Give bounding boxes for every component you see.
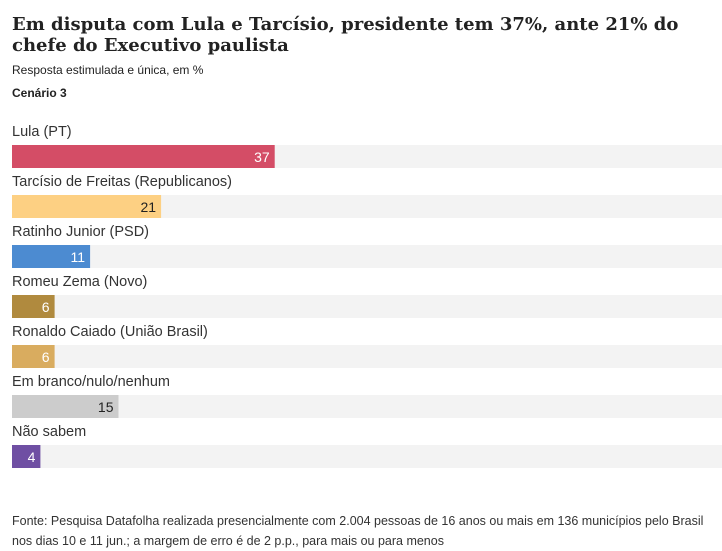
category-label: Romeu Zema (Novo): [12, 274, 147, 290]
bar-row: Tarcísio de Freitas (Republicanos) 21: [12, 174, 722, 218]
source-note: Fonte: Pesquisa Datafolha realizada pres…: [12, 514, 704, 548]
category-label: Ratinho Junior (PSD): [12, 224, 149, 240]
bar: [12, 245, 91, 268]
bar-track: [12, 295, 722, 318]
value-label: 11: [71, 249, 86, 265]
value-label: 37: [254, 149, 270, 165]
bar-track: [12, 245, 722, 268]
value-label: 6: [42, 299, 50, 315]
bar-row: Não sabem 4: [12, 424, 722, 468]
bar: [12, 195, 162, 218]
category-label: Lula (PT): [12, 124, 72, 140]
bar: [12, 295, 55, 318]
bar-row: Em branco/nulo/nenhum 15: [12, 374, 722, 418]
category-label: Não sabem: [12, 424, 86, 440]
value-label: 21: [141, 199, 157, 215]
bar-row: Ronaldo Caiado (União Brasil) 6: [12, 324, 722, 368]
value-label: 4: [28, 449, 36, 465]
bar: [12, 445, 41, 468]
scenario-label: Cenário 3: [12, 86, 67, 100]
chart-subtitle: Resposta estimulada e única, em %: [12, 63, 204, 77]
category-label: Em branco/nulo/nenhum: [12, 374, 170, 390]
chart-title: Em disputa com Lula e Tarcísio, presiden…: [12, 14, 679, 56]
category-label: Tarcísio de Freitas (Republicanos): [12, 174, 232, 190]
bar-row: Lula (PT) 37: [12, 124, 722, 168]
bar-chart: Lula (PT) 37 Tarcísio de Freitas (Republic…: [12, 124, 722, 468]
bar-row: Romeu Zema (Novo) 6: [12, 274, 722, 318]
bar-track: [12, 395, 722, 418]
bar-track: [12, 345, 722, 368]
category-label: Ronaldo Caiado (União Brasil): [12, 324, 208, 340]
bar-track: [12, 195, 722, 218]
bar: [12, 395, 119, 418]
bar-track: [12, 445, 722, 468]
bar: [12, 145, 275, 168]
value-label: 15: [98, 399, 114, 415]
value-label: 6: [42, 349, 50, 365]
bar-row: Ratinho Junior (PSD) 11: [12, 224, 722, 268]
bar: [12, 345, 55, 368]
